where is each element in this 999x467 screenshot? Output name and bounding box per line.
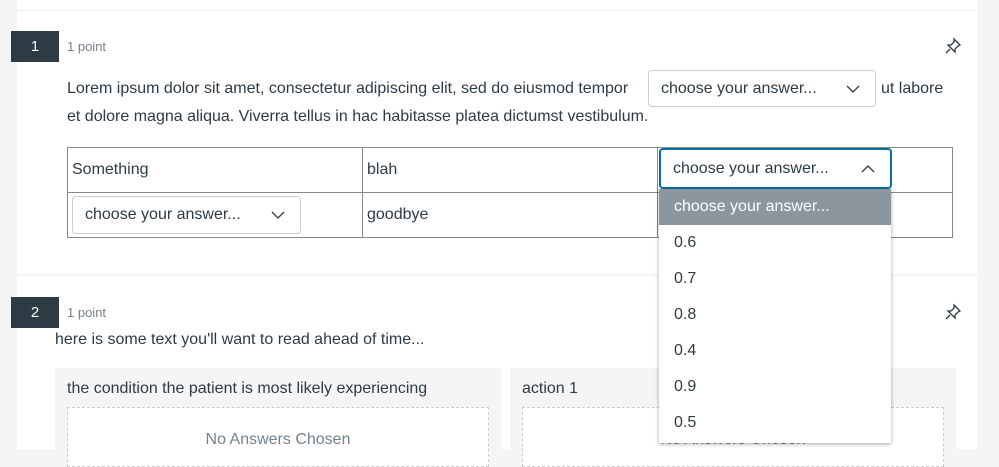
answer-box: the condition the patient is most likely…	[55, 368, 501, 467]
divider	[17, 10, 977, 11]
question-number-badge: 1	[11, 31, 59, 62]
dropdown-option[interactable]: choose your answer...	[659, 189, 891, 225]
drop-zone[interactable]: No Answers Chosen	[67, 407, 489, 467]
answer-box-label: the condition the patient is most likely…	[67, 380, 428, 397]
dropdown-option[interactable]: 0.7	[674, 270, 697, 287]
question-number-badge: 2	[11, 297, 59, 328]
select-value: choose your answer...	[673, 159, 829, 177]
question-text: Lorem ipsum dolor sit amet, consectetur …	[67, 80, 629, 97]
dropdown-menu: choose your answer... 0.6 0.7 0.8 0.4 0.…	[659, 189, 891, 443]
points-label: 1 point	[67, 39, 107, 54]
select-value: choose your answer...	[661, 79, 817, 97]
chevron-down-icon	[271, 211, 285, 219]
dropdown-option[interactable]: 0.8	[674, 306, 697, 323]
table-answer-select[interactable]: choose your answer...	[72, 196, 301, 234]
pin-icon[interactable]	[943, 36, 963, 56]
chevron-down-icon	[846, 85, 860, 93]
select-value: choose your answer...	[85, 206, 241, 223]
question-text-continued: ut labore	[881, 80, 944, 97]
table-cell: goodbye	[362, 192, 658, 238]
dropdown-option[interactable]: 0.5	[674, 414, 697, 431]
pin-icon[interactable]	[943, 302, 963, 322]
dropdown-option[interactable]: 0.6	[674, 234, 697, 251]
table-cell: Something	[67, 147, 363, 193]
answer-box-label: action 1	[522, 380, 579, 397]
dropdown-option[interactable]: 0.4	[674, 342, 697, 359]
question-text: here is some text you'll want to read ah…	[55, 331, 425, 348]
dropdown-option[interactable]: 0.9	[674, 378, 697, 395]
points-label: 1 point	[67, 305, 107, 320]
question-text-line2: et dolore magna aliqua. Viverra tellus i…	[67, 108, 649, 125]
inline-answer-select[interactable]: choose your answer...	[648, 70, 876, 107]
table-cell: blah	[362, 147, 658, 193]
chevron-up-icon	[861, 164, 875, 172]
table-answer-select-open[interactable]: choose your answer...	[659, 148, 892, 189]
